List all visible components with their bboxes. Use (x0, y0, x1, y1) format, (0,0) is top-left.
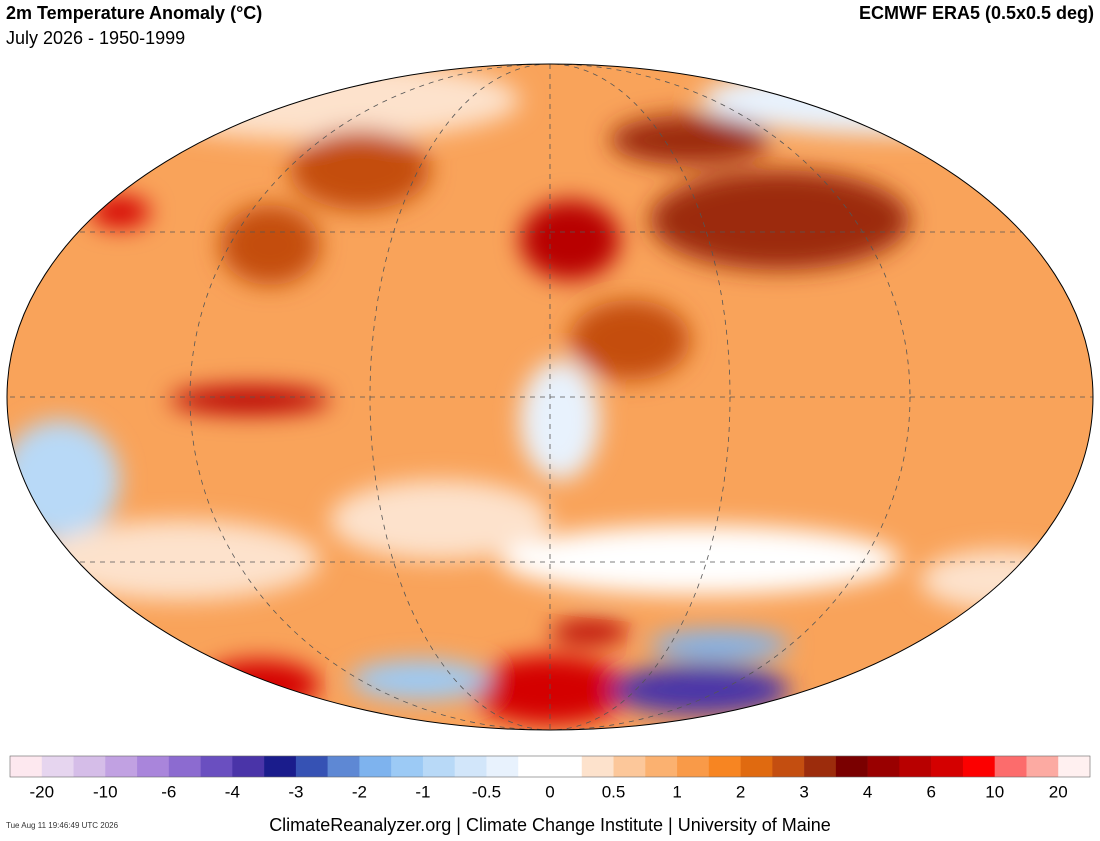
colorbar-swatch (10, 756, 43, 777)
colorbar-label: -3 (288, 782, 303, 801)
timestamp: Tue Aug 11 19:46:49 UTC 2026 (6, 821, 119, 830)
colorbar-swatch (867, 756, 900, 777)
colorbar-swatch (105, 756, 138, 777)
colorbar-frame (9, 755, 1091, 778)
colorbar-label: -4 (225, 782, 240, 801)
colorbar-swatch (1058, 756, 1091, 777)
credits: ClimateReanalyzer.org | Climate Change I… (269, 815, 831, 835)
colorbar-label: 0 (545, 782, 554, 801)
colorbar-swatch (327, 756, 360, 777)
colorbar-swatch (232, 756, 265, 777)
colorbar-swatch (41, 756, 74, 777)
colorbar-swatch (962, 756, 996, 777)
colorbar-swatch (804, 756, 837, 777)
colorbar-swatch (295, 756, 328, 777)
colorbar-label: 0.5 (602, 782, 626, 801)
colorbar-label: -2 (352, 782, 367, 801)
colorbar-label: 4 (863, 782, 872, 801)
colorbar-swatch (486, 756, 519, 777)
colorbar-label: 1 (672, 782, 681, 801)
colorbar-swatch (835, 756, 868, 777)
colorbar-label: 6 (926, 782, 935, 801)
colorbar-swatch (391, 756, 424, 777)
colorbar-swatch (740, 756, 773, 777)
colorbar-swatch (200, 756, 233, 777)
colorbar-swatch (772, 756, 805, 777)
colorbar-label: -10 (93, 782, 118, 801)
colorbar-label: 3 (799, 782, 808, 801)
colorbar-label: -20 (29, 782, 54, 801)
subtitle: July 2026 - 1950-1999 (6, 28, 185, 48)
colorbar-swatch (613, 756, 646, 777)
colorbar-swatch (168, 756, 201, 777)
colorbar-swatch (581, 756, 614, 777)
colorbar-swatch (677, 756, 710, 777)
colorbar-swatch (708, 756, 741, 777)
map-outline (6, 63, 1094, 731)
colorbar-swatch (899, 756, 932, 777)
colorbar-swatch (454, 756, 487, 777)
dataset: ECMWF ERA5 (0.5x0.5 deg) (859, 3, 1094, 23)
colorbar-swatch (931, 756, 964, 777)
colorbar-label: 2 (736, 782, 745, 801)
colorbar-label: -6 (161, 782, 176, 801)
title: 2m Temperature Anomaly (°C) (6, 3, 262, 23)
colorbar-swatch (550, 756, 583, 777)
colorbar-swatch (645, 756, 678, 777)
colorbar-label: 20 (1049, 782, 1068, 801)
colorbar-swatch (137, 756, 170, 777)
colorbar-swatch (359, 756, 392, 777)
colorbar-swatch (994, 756, 1027, 777)
colorbar-swatch (264, 756, 297, 777)
colorbar-label: 10 (985, 782, 1004, 801)
colorbar-swatch (73, 756, 106, 777)
colorbar: -20 -10 -6 -4 -3 -2 -1 -0.5 0 0.5 1 2 3 4 6 10 20 (9, 755, 1091, 801)
colorbar-label: -1 (415, 782, 430, 801)
colorbar-swatch (1026, 756, 1059, 777)
colorbar-swatch (422, 756, 456, 777)
colorbar-swatch (518, 756, 551, 777)
colorbar-label: -0.5 (472, 782, 501, 801)
